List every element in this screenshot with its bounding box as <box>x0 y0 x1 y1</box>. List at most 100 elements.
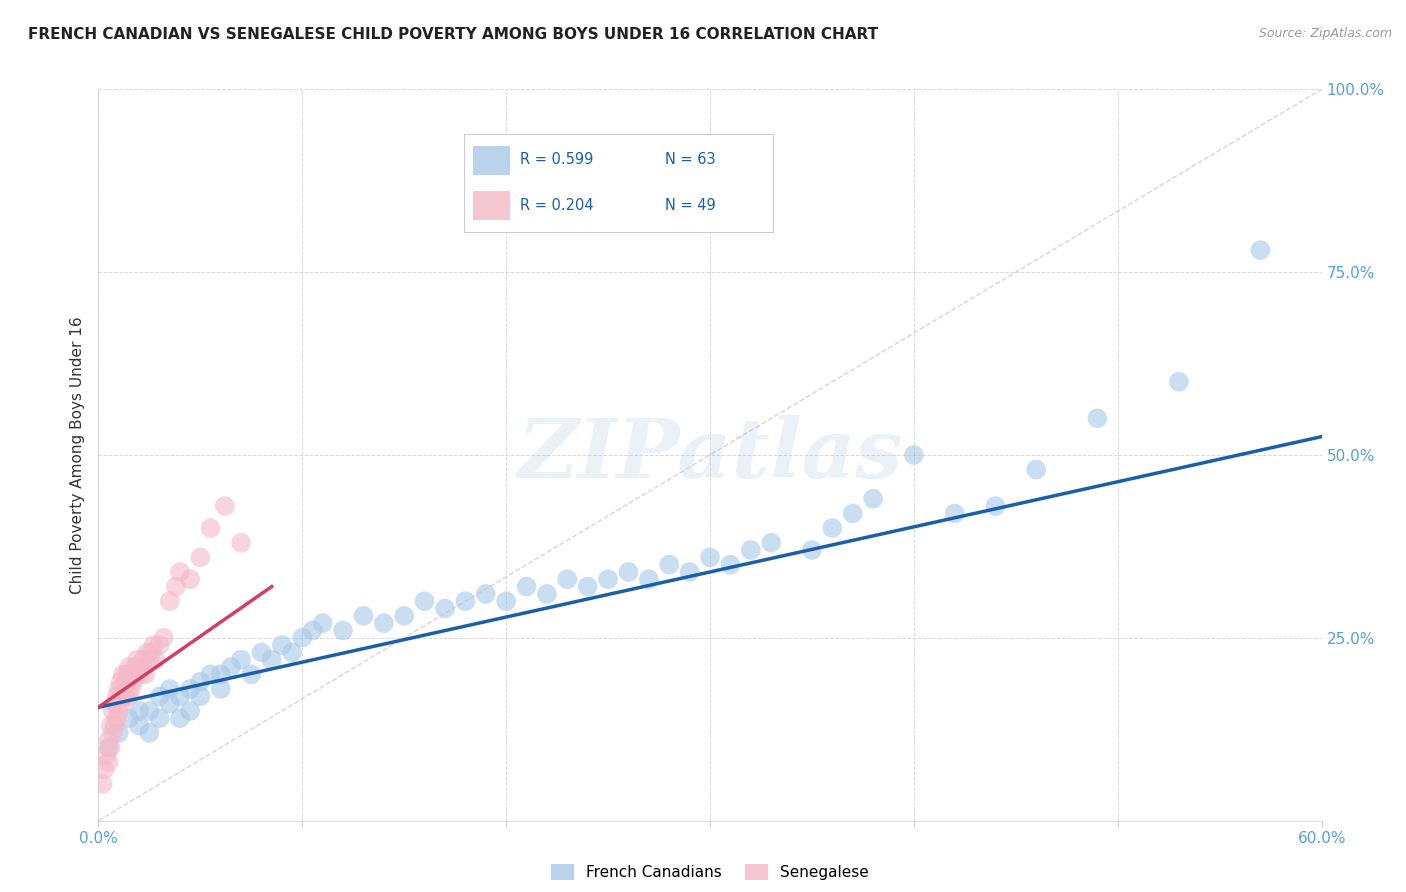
Point <box>169 565 191 579</box>
Point <box>97 740 120 755</box>
Text: N = 49: N = 49 <box>665 198 716 213</box>
Point <box>638 572 661 586</box>
Point <box>841 507 863 521</box>
Point <box>903 448 925 462</box>
Text: ZIPatlas: ZIPatlas <box>517 415 903 495</box>
Point <box>91 777 114 791</box>
Point <box>118 690 141 704</box>
Point <box>115 667 138 681</box>
Point <box>617 565 640 579</box>
Point <box>332 624 354 638</box>
Point <box>129 660 152 674</box>
Point <box>132 653 155 667</box>
Point <box>179 572 201 586</box>
Point <box>108 704 131 718</box>
Point <box>761 535 783 549</box>
Point <box>270 638 294 652</box>
Point <box>96 747 118 762</box>
Point <box>169 690 191 704</box>
Point <box>250 645 273 659</box>
Point <box>104 697 127 711</box>
Point <box>1167 375 1189 389</box>
Point <box>240 667 263 681</box>
Point <box>214 499 236 513</box>
Point <box>149 638 172 652</box>
Bar <box>474 191 510 220</box>
Point <box>260 653 283 667</box>
Point <box>231 535 253 549</box>
Point <box>101 726 124 740</box>
Point <box>516 580 538 594</box>
Point <box>110 674 132 689</box>
Point <box>740 543 762 558</box>
Point <box>108 726 131 740</box>
Point <box>352 608 374 623</box>
Point <box>413 594 436 608</box>
Point <box>557 572 579 586</box>
Point <box>124 660 146 674</box>
Point <box>111 667 134 681</box>
Point <box>118 711 141 725</box>
Point <box>536 587 558 601</box>
Point <box>97 733 120 747</box>
Point <box>984 499 1007 513</box>
Text: Source: ZipAtlas.com: Source: ZipAtlas.com <box>1258 27 1392 40</box>
Point <box>127 653 149 667</box>
Point <box>93 763 115 777</box>
Point <box>142 638 165 652</box>
Point <box>801 543 824 558</box>
Point <box>576 580 599 594</box>
Point <box>159 681 181 696</box>
Point <box>108 681 131 696</box>
Point <box>114 674 136 689</box>
Text: FRENCH CANADIAN VS SENEGALESE CHILD POVERTY AMONG BOYS UNDER 16 CORRELATION CHAR: FRENCH CANADIAN VS SENEGALESE CHILD POVE… <box>28 27 879 42</box>
Text: N = 63: N = 63 <box>665 152 716 167</box>
Point <box>128 718 150 732</box>
Point <box>219 660 242 674</box>
Point <box>188 674 212 689</box>
Point <box>821 521 844 535</box>
Point <box>200 521 222 535</box>
Point <box>115 681 138 696</box>
Point <box>1085 411 1108 425</box>
Point <box>120 681 142 696</box>
Point <box>97 755 120 769</box>
Text: R = 0.599: R = 0.599 <box>520 152 593 167</box>
Point <box>312 616 335 631</box>
Legend: French Canadians, Senegalese: French Canadians, Senegalese <box>546 858 875 886</box>
Point <box>598 572 620 586</box>
Point <box>104 718 127 732</box>
Point <box>301 624 323 638</box>
Point <box>188 550 212 565</box>
Point <box>1249 243 1271 257</box>
Point <box>134 667 156 681</box>
Point <box>138 704 160 718</box>
Point <box>209 667 232 681</box>
Point <box>179 681 201 696</box>
Point <box>699 550 721 565</box>
Point <box>138 653 160 667</box>
Point <box>141 645 163 659</box>
Point <box>120 667 142 681</box>
Point <box>658 558 681 572</box>
Point <box>149 690 172 704</box>
Point <box>101 704 124 718</box>
Point <box>179 704 201 718</box>
Point <box>114 690 136 704</box>
Point <box>495 594 517 608</box>
Point <box>100 740 122 755</box>
Point <box>159 697 181 711</box>
Point <box>392 608 416 623</box>
Point <box>209 681 232 696</box>
Point <box>138 726 160 740</box>
Point <box>291 631 314 645</box>
Point <box>231 653 253 667</box>
Point <box>165 580 187 594</box>
Text: R = 0.204: R = 0.204 <box>520 198 593 213</box>
Point <box>105 711 128 725</box>
Point <box>943 507 966 521</box>
Point <box>188 690 212 704</box>
Point <box>128 704 150 718</box>
Point <box>145 653 167 667</box>
Point <box>679 565 702 579</box>
